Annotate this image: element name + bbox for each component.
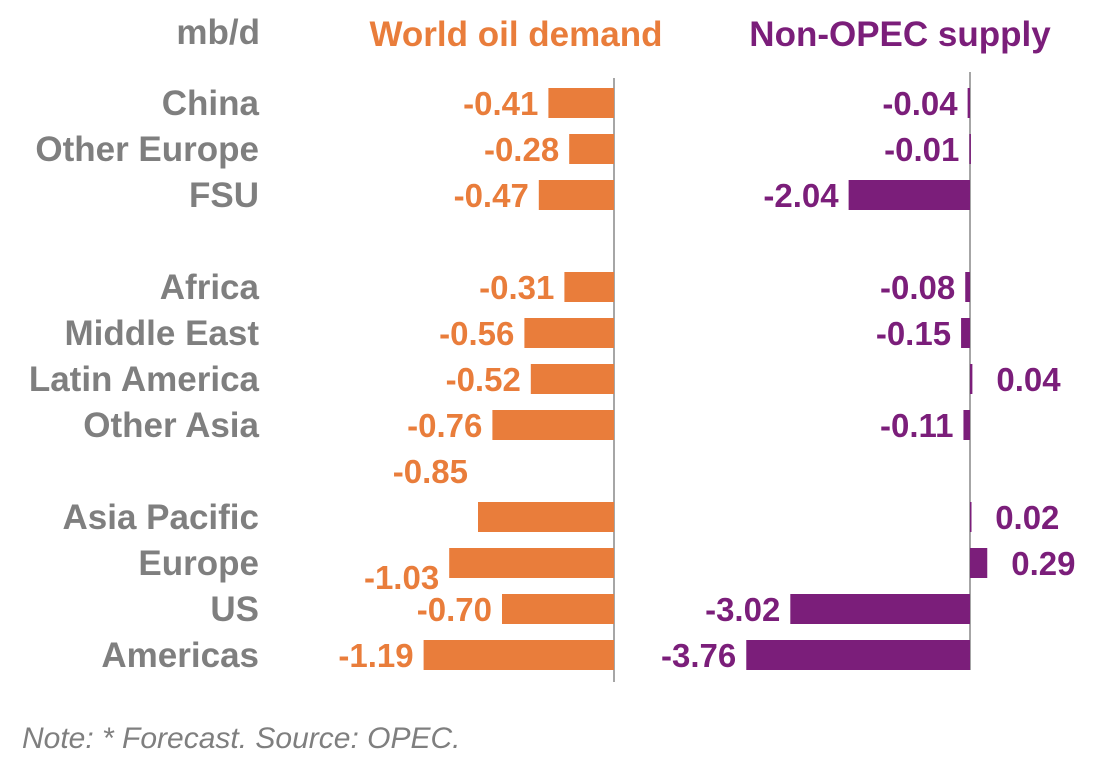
demand-value-label: -0.76 [407,407,482,444]
category-label-fsu: FSU [189,176,259,215]
category-label-middle-east: Middle East [65,314,260,353]
supply-bar-us [790,594,970,624]
supply-value-label: 0.02 [995,499,1059,536]
demand-bars: -0.41 -0.28 -0.47 -0.31 -0.56 -0.52 -0.76 -0.85… [338,85,614,674]
demand-value-label: -1.19 [338,637,413,674]
category-label-other-europe: Other Europe [35,130,259,169]
supply-value-label: -3.76 [661,637,736,674]
supply-bar-africa [965,272,970,302]
demand-bar-middle-east [524,318,614,348]
supply-bar-other-europe [969,134,971,164]
demand-bar-africa [564,272,614,302]
demand-value-label: -0.52 [446,361,521,398]
supply-value-label: -0.11 [880,407,953,444]
demand-bar-americas [423,640,614,670]
demand-value-label: -0.41 [463,85,538,122]
series-title-world-oil-demand: World oil demand [370,15,663,54]
supply-bar-europe [970,548,988,578]
demand-bar-europe [449,548,614,578]
supply-bar-asia-pacific [970,502,972,532]
category-label-asia-pacific: Asia Pacific [63,498,260,537]
category-label-other-asia: Other Asia [83,406,259,445]
demand-value-label: -0.47 [454,177,529,214]
supply-bar-middle-east [961,318,970,348]
demand-value-label: -0.56 [439,315,514,352]
unit-label: mb/d [176,13,260,52]
demand-value-label: -0.31 [479,269,554,306]
series-title-non-opec-supply: Non-OPEC supply [749,15,1051,54]
demand-bar-other-europe [569,134,614,164]
demand-value-label: -0.70 [417,591,492,628]
supply-value-label: -0.15 [876,315,951,352]
category-label-americas: Americas [101,636,259,675]
supply-value-label: -3.02 [705,591,780,628]
supply-bar-americas [746,640,970,670]
category-label-china: China [162,84,260,123]
demand-value-label: -0.28 [484,131,559,168]
supply-value-label: -0.08 [880,269,955,306]
supply-bar-other-asia [963,410,970,440]
demand-bar-fsu [538,180,614,210]
demand-value-label: -1.03 [364,559,439,596]
supply-value-label: -0.04 [882,85,958,122]
demand-bar-us [502,594,614,624]
supply-value-label: 0.29 [1011,545,1075,582]
supply-value-label: 0.04 [996,361,1061,398]
demand-bar-china [548,88,614,118]
category-label-africa: Africa [160,268,260,307]
demand-bar-other-asia [492,410,614,440]
supply-bars: -0.04 -0.01 -2.04 -0.08 -0.15 0.04 -0.11 0.02 0.… [661,85,1075,674]
supply-value-label: -0.01 [884,131,959,168]
category-label-latin-america: Latin America [29,360,260,399]
category-label-europe: Europe [138,544,259,583]
supply-value-label: -2.04 [763,177,839,214]
source-note: Note: * Forecast. Source: OPEC. [22,722,461,755]
supply-bar-fsu [848,180,970,210]
demand-value-label: -0.85 [393,453,468,490]
demand-bar-latin-america [530,364,614,394]
category-labels: China Other Europe FSU Africa Middle East Lat… [29,84,260,675]
category-label-us: US [210,590,259,629]
supply-bar-latin-america [970,364,973,394]
supply-bar-china [967,88,970,118]
demand-bar-asia-pacific [478,502,614,532]
